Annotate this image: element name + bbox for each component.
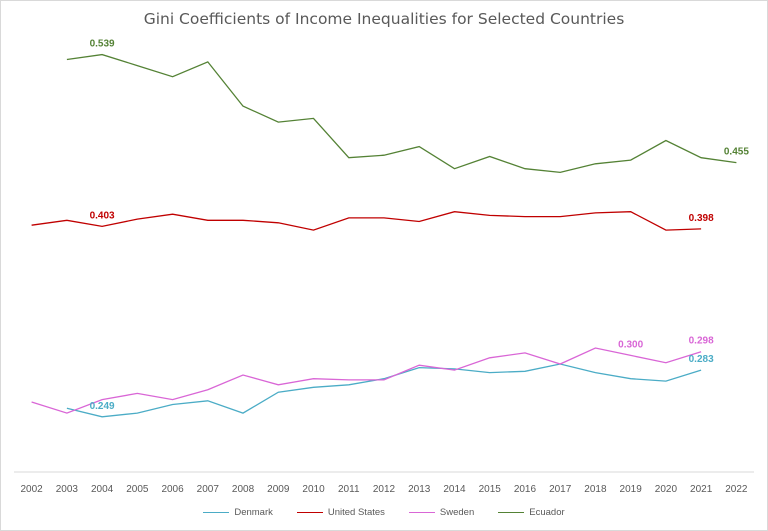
data-label: 0.403: [90, 210, 115, 221]
legend-label: Ecuador: [529, 507, 565, 518]
series-line-united-states: [31, 211, 702, 231]
x-tick-label: 2018: [584, 484, 607, 495]
legend-swatch: [408, 512, 435, 513]
legend-label: Sweden: [439, 507, 475, 518]
x-tick-label: 2013: [408, 484, 431, 495]
chart-legend: Denmark United States Sweden Ecuador: [0, 507, 768, 518]
legend-swatch: [296, 512, 323, 513]
legend-item: Denmark: [203, 507, 273, 518]
legend-swatch: [203, 512, 230, 513]
x-tick-label: 2020: [655, 484, 678, 495]
x-tick-label: 2011: [338, 484, 360, 495]
x-tick-label: 2009: [267, 484, 290, 495]
series-line-sweden: [31, 347, 702, 414]
data-label: 0.283: [689, 354, 714, 365]
data-label: 0.398: [689, 213, 714, 224]
series-line-ecuador: [66, 53, 737, 174]
legend-label: Denmark: [234, 507, 273, 518]
data-label: 0.455: [724, 147, 749, 158]
x-tick-label: 2016: [514, 484, 537, 495]
x-tick-label: 2022: [725, 484, 748, 495]
x-tick-label: 2015: [479, 484, 502, 495]
x-tick-label: 2003: [56, 484, 79, 495]
data-label: 0.300: [618, 339, 643, 350]
legend-label: United States: [327, 507, 385, 518]
legend-item: United States: [296, 507, 385, 518]
x-tick-label: 2012: [373, 484, 396, 495]
data-label: 0.249: [90, 401, 115, 412]
x-tick-label: 2004: [91, 484, 114, 495]
chart-title: Gini Coefficients of Income Inequalities…: [143, 10, 625, 28]
legend-item: Sweden: [408, 507, 475, 518]
x-tick-label: 2005: [126, 484, 149, 495]
x-tick-label: 2019: [620, 484, 643, 495]
data-label: 0.539: [90, 39, 115, 50]
x-tick-label: 2010: [302, 484, 325, 495]
data-label: 0.298: [689, 336, 714, 347]
legend-item: Ecuador: [498, 507, 565, 518]
x-tick-label: 2008: [232, 484, 255, 495]
x-tick-label: 2007: [197, 484, 220, 495]
legend-swatch: [498, 512, 525, 513]
x-tick-label: 2014: [443, 484, 466, 495]
x-tick-label: 2017: [549, 484, 572, 495]
x-tick-label: 2002: [20, 484, 43, 495]
x-tick-label: 2021: [690, 484, 713, 495]
x-tick-label: 2006: [161, 484, 184, 495]
series-line-denmark: [66, 363, 702, 418]
